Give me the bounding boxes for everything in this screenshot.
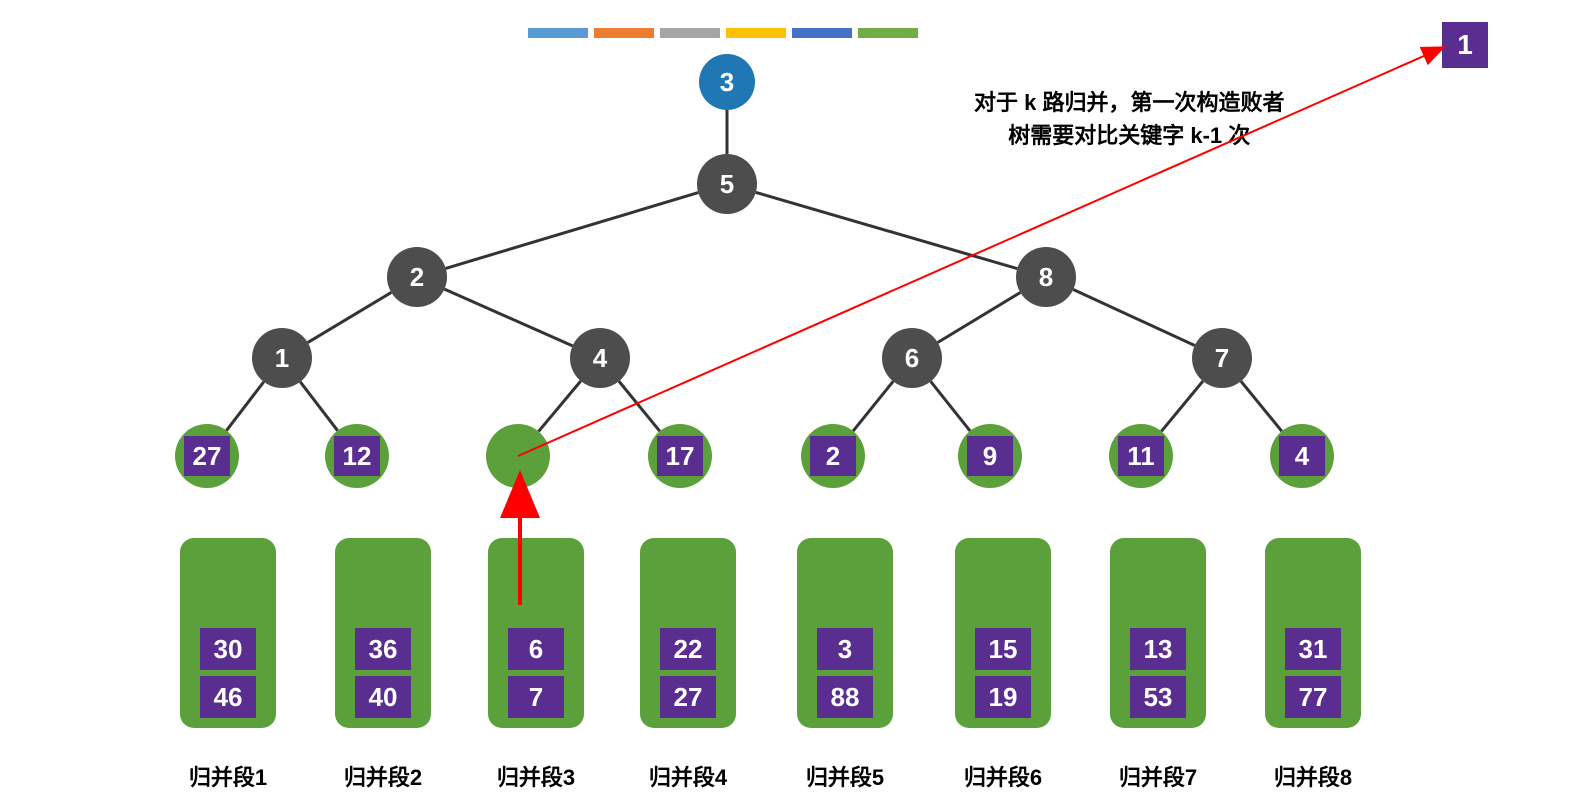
tree-edge (446, 193, 699, 269)
run-cell: 77 (1285, 676, 1341, 718)
tree-node-n6: 6 (882, 328, 942, 388)
tree-node-n8: 8 (1016, 247, 1076, 307)
run-cell: 53 (1130, 676, 1186, 718)
run-cell: 6 (508, 628, 564, 670)
tree-node-n4: 4 (570, 328, 630, 388)
leaf-node (486, 424, 550, 488)
run-cell: 40 (355, 676, 411, 718)
run-column: 67 (488, 538, 584, 728)
annotation-line-1: 对于 k 路归并，第一次构造败者 (974, 86, 1284, 119)
tree-edge (1161, 381, 1203, 431)
tree-edge (931, 381, 970, 430)
leaf-value-box: 12 (334, 436, 380, 476)
run-column: 2227 (640, 538, 736, 728)
run-cell: 36 (355, 628, 411, 670)
palette-segment (660, 28, 720, 38)
run-cell: 30 (200, 628, 256, 670)
palette-segment (792, 28, 852, 38)
palette-segment (594, 28, 654, 38)
run-label: 归并段7 (1110, 760, 1206, 792)
palette-segment (858, 28, 918, 38)
run-label: 归并段5 (797, 760, 893, 792)
run-label: 归并段3 (488, 760, 584, 792)
tree-node-n2: 2 (387, 247, 447, 307)
output-box: 1 (1442, 22, 1488, 68)
run-cell: 13 (1130, 628, 1186, 670)
run-cell: 15 (975, 628, 1031, 670)
run-column: 1519 (955, 538, 1051, 728)
run-column: 1353 (1110, 538, 1206, 728)
run-cell: 88 (817, 676, 873, 718)
tree-edge (853, 381, 893, 431)
leaf-value-box: 27 (184, 436, 230, 476)
palette-segment (528, 28, 588, 38)
leaf-value-box: 2 (810, 436, 856, 476)
tree-edge (226, 382, 263, 431)
run-label: 归并段1 (180, 760, 276, 792)
run-label: 归并段4 (640, 760, 736, 792)
tree-edge (756, 192, 1017, 268)
run-column: 388 (797, 538, 893, 728)
tree-node-n1: 1 (252, 328, 312, 388)
run-label: 归并段8 (1265, 760, 1361, 792)
tree-edge (444, 289, 572, 346)
leaf-value-box: 9 (967, 436, 1013, 476)
run-label: 归并段6 (955, 760, 1051, 792)
palette-segment (726, 28, 786, 38)
run-cell: 3 (817, 628, 873, 670)
run-column: 3640 (335, 538, 431, 728)
run-label: 归并段2 (335, 760, 431, 792)
run-column: 3177 (1265, 538, 1361, 728)
run-cell: 22 (660, 628, 716, 670)
leaf-value-box: 17 (657, 436, 703, 476)
leaf-value-box: 4 (1279, 436, 1325, 476)
run-cell: 19 (975, 676, 1031, 718)
run-column: 3046 (180, 538, 276, 728)
tree-edge (308, 292, 392, 342)
tree-edge (539, 381, 581, 431)
palette-bar (528, 28, 918, 38)
tree-edge (938, 293, 1021, 343)
run-cell: 46 (200, 676, 256, 718)
tree-edge (1241, 381, 1282, 431)
run-cell: 27 (660, 676, 716, 718)
leaf-value-box: 11 (1118, 436, 1164, 476)
tree-edge (1073, 290, 1194, 346)
tree-node-n7: 7 (1192, 328, 1252, 388)
run-cell: 7 (508, 676, 564, 718)
annotation-line-2: 树需要对比关键字 k-1 次 (974, 119, 1284, 152)
annotation-text: 对于 k 路归并，第一次构造败者 树需要对比关键字 k-1 次 (974, 86, 1284, 152)
tree-node-n5: 5 (697, 154, 757, 214)
run-cell: 31 (1285, 628, 1341, 670)
tree-node-root: 3 (699, 54, 755, 110)
tree-edge (619, 381, 660, 431)
tree-edge (300, 382, 337, 431)
